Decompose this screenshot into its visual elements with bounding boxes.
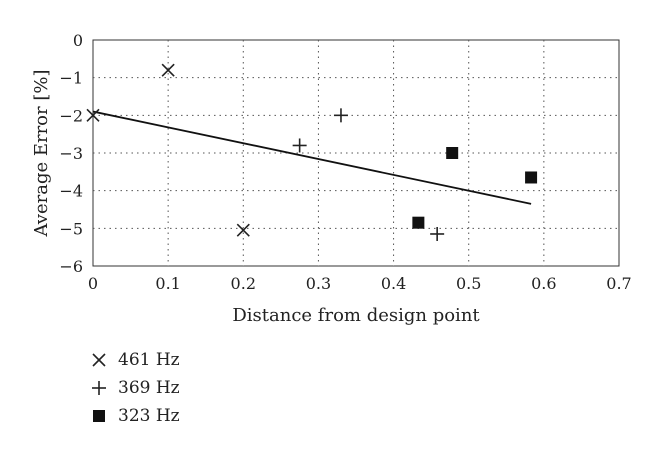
trendline-layer [92, 110, 532, 205]
data-point-369hz [430, 226, 445, 241]
x-tick-label: 0.4 [381, 274, 406, 293]
legend-item-369: 369 Hz [88, 374, 180, 402]
y-tick-label: −1 [59, 69, 83, 88]
x-marker-icon [92, 353, 106, 367]
y-tick-label: 0 [73, 31, 83, 50]
x-tick-label: 0.6 [531, 274, 556, 293]
y-axis-title: Average Error [%] [31, 70, 52, 238]
y-tick-label: −6 [59, 257, 83, 276]
x-tick-label: 0.3 [306, 274, 331, 293]
data-point-323hz [525, 171, 538, 184]
legend-label: 369 Hz [118, 378, 180, 398]
y-tick-label: −5 [59, 219, 83, 238]
x-marker-stroke [161, 63, 175, 77]
legend-label: 323 Hz [118, 406, 180, 426]
square-marker-icon [93, 410, 105, 422]
legend-label: 461 Hz [118, 350, 180, 370]
legend: 461 Hz 369 Hz 323 Hz [88, 346, 180, 430]
x-tick-label: 0.5 [456, 274, 481, 293]
data-point-461hz [86, 108, 100, 122]
x-marker-stroke [86, 108, 100, 122]
data-point-323hz [446, 147, 459, 159]
data-point-323hz [412, 216, 425, 229]
x-tick-label: 0.2 [231, 274, 256, 293]
grid-lines [93, 40, 619, 266]
x-marker-stroke [236, 223, 250, 237]
x-tick-label: 0.7 [606, 274, 631, 293]
y-tick-label: −2 [59, 106, 83, 125]
data-point-461hz [161, 63, 175, 77]
x-axis-title: Distance from design point [232, 305, 480, 326]
tick-labels: 0 0.1 0.2 0.3 0.4 0.5 0.6 0.7 0 −1 −2 −3 −4 −5 −6 [59, 31, 631, 293]
trendline [92, 110, 532, 205]
legend-item-461: 461 Hz [88, 346, 180, 374]
data-point-461hz [236, 223, 250, 237]
legend-item-323: 323 Hz [88, 402, 180, 430]
plus-marker-icon [92, 381, 106, 395]
y-tick-label: −4 [59, 182, 83, 201]
y-tick-label: −3 [59, 144, 83, 163]
data-points [86, 63, 538, 241]
scatter-chart: 0 0.1 0.2 0.3 0.4 0.5 0.6 0.7 0 −1 −2 −3 −4 −5 −6 Dist… [31, 31, 632, 326]
data-point-369hz [333, 108, 348, 123]
x-tick-label: 0 [88, 274, 98, 293]
data-point-369hz [292, 138, 307, 153]
x-tick-label: 0.1 [155, 274, 180, 293]
